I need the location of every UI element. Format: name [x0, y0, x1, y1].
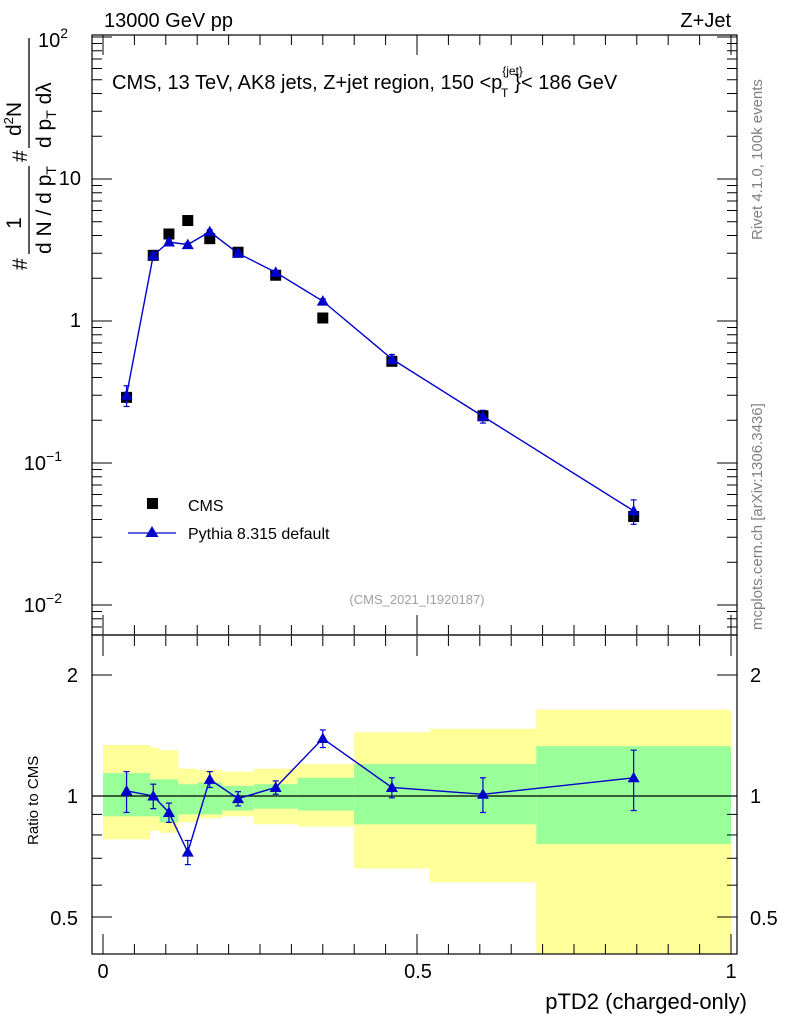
- ratio-point: [269, 781, 282, 792]
- header-left: 13000 GeV pp: [104, 10, 233, 32]
- ratio-point: [627, 771, 640, 783]
- ratio-point: [147, 790, 160, 801]
- ratio-bands: [103, 709, 731, 954]
- ratio-plot-data: [92, 729, 737, 866]
- pythia-point: [162, 236, 175, 247]
- x-tick-labels: 0 0.5 1: [97, 961, 736, 983]
- main-plot-data: [120, 215, 640, 525]
- pythia-point: [316, 295, 329, 306]
- ratio-point: [203, 773, 216, 784]
- ratio-panel-frame: [91, 634, 738, 955]
- pythia-point: [203, 225, 216, 237]
- x-axis-label: pTD2 (charged-only): [545, 989, 747, 1014]
- cms-point: [163, 228, 175, 240]
- y-tick-label-10: 10: [59, 168, 81, 190]
- y-label-frac2-num: d2N: [1, 102, 26, 136]
- ratio-point: [316, 732, 329, 744]
- cms-point: [182, 215, 194, 227]
- pythia-point: [476, 410, 489, 421]
- legend-cms-label: CMS: [188, 498, 224, 515]
- main-y-axis-label: # 1 d N / d pT # d2N d pT dλ: [1, 38, 59, 270]
- pythia-point: [120, 389, 133, 400]
- ratio-y-tick-label-2: 2: [67, 665, 78, 687]
- y-tick-label-100: 102: [38, 25, 68, 52]
- x-tick-label-1: 1: [725, 961, 736, 983]
- legend-cms-marker: [147, 498, 158, 509]
- legend-pythia-marker: [145, 526, 159, 537]
- main-panel-frame: [91, 34, 738, 636]
- ratio-band-inner: [159, 779, 179, 823]
- main-y-tick-labels: 102 10 1 10−1 10−2: [24, 25, 81, 617]
- cms-point: [317, 312, 329, 324]
- pythia-point: [232, 247, 245, 258]
- ratio-point: [385, 781, 398, 792]
- ratio-axis-ticks: [92, 636, 737, 954]
- pythia-point: [385, 353, 398, 364]
- y-tick-label-0p01: 10−2: [24, 590, 62, 617]
- pythia-line: [125, 230, 635, 512]
- ratio-y-tick-label-0p5: 0.5: [50, 908, 78, 930]
- legend-pythia-label: Pythia 8.315 default: [188, 526, 330, 543]
- header-right: Z+Jet: [680, 10, 731, 32]
- ratio-band-inner: [297, 777, 355, 811]
- ratio-point: [232, 792, 245, 804]
- y-label-frac1-num: 1: [3, 217, 26, 229]
- x-tick-label-0: 0: [97, 961, 108, 983]
- pythia-point: [269, 266, 282, 277]
- ratio-point: [181, 846, 194, 857]
- y-label-hash2: #: [9, 150, 32, 162]
- pythia-point: [147, 249, 160, 260]
- ratio-y-tick-label-0p5-right: 0.5: [750, 908, 778, 930]
- ratio-y-tick-labels: 2 1 0.5 2 1 0.5: [50, 665, 778, 930]
- chart-title: CMS, 13 TeV, AK8 jets, Z+jet region, 150…: [112, 64, 618, 100]
- ratio-band-inner: [178, 784, 198, 815]
- cms-point: [204, 233, 216, 245]
- pythia-point: [181, 238, 194, 250]
- y-label-hash1: #: [9, 258, 32, 270]
- ratio-y-tick-label-1-right: 1: [750, 786, 761, 808]
- ratio-point: [120, 784, 133, 796]
- main-axis-ticks: [92, 35, 737, 635]
- ratio-point: [162, 806, 175, 817]
- ratio-y-tick-label-1: 1: [67, 786, 78, 808]
- ratio-y-axis-label: Ratio to CMS: [25, 756, 42, 845]
- analysis-watermark: (CMS_2021_I1920187): [349, 592, 484, 607]
- ratio-point: [476, 788, 489, 799]
- y-tick-label-1: 1: [70, 310, 81, 332]
- y-label-frac1-den: d N / d pT: [33, 166, 59, 254]
- y-tick-label-0p1: 10−1: [24, 448, 62, 475]
- x-tick-label-0p5: 0.5: [404, 961, 432, 983]
- ratio-y-tick-label-2-right: 2: [750, 665, 761, 687]
- rivet-version-text: Rivet 4.1.0, 100k events: [749, 79, 766, 240]
- legend: CMS Pythia 8.315 default: [128, 498, 330, 543]
- y-label-frac2-den: d pT dλ: [33, 82, 59, 148]
- pythia-point: [627, 504, 640, 516]
- mcplots-text: mcplots.cern.ch [arXiv:1306.3436]: [749, 403, 766, 630]
